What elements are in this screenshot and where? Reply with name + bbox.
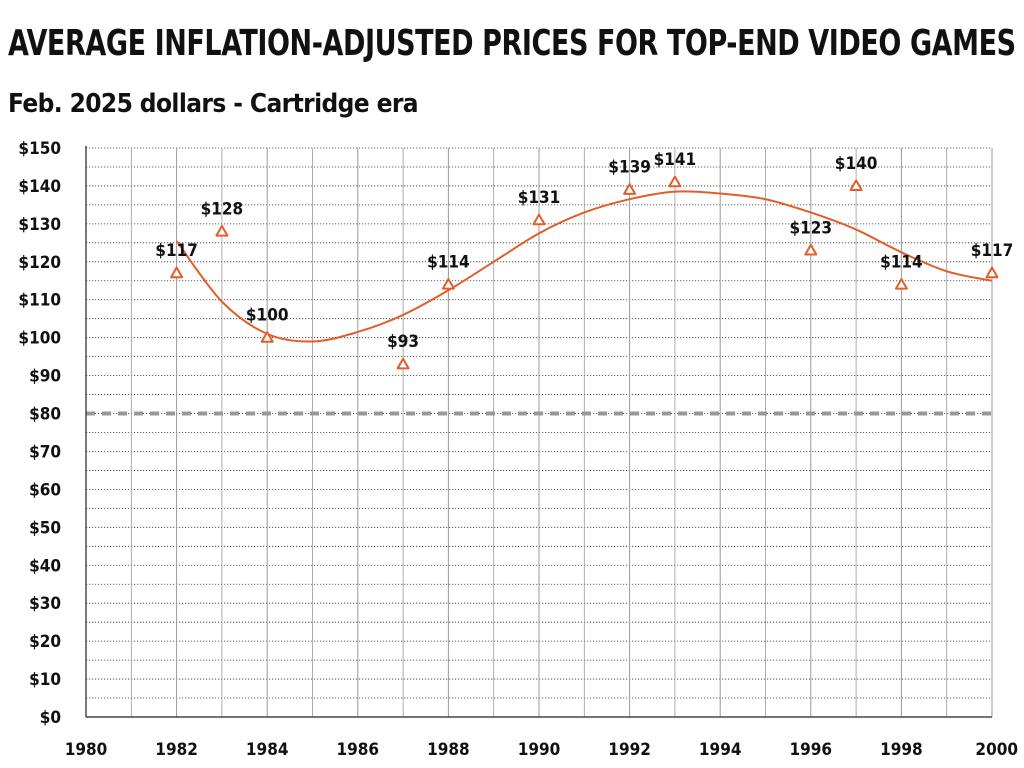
chart-subtitle: Feb. 2025 dollars - Cartridge era <box>8 89 419 119</box>
trendline-layer <box>175 190 993 343</box>
data-point-marker <box>849 179 863 192</box>
data-point-marker <box>396 357 410 370</box>
data-label: $93 <box>387 332 419 352</box>
data-label: $100 <box>246 306 289 326</box>
trendline <box>175 190 993 343</box>
y-tick-label: $130 <box>18 215 61 235</box>
x-tick-label: 2000 <box>975 740 1018 760</box>
data-point-marker <box>804 243 818 256</box>
grid-layer <box>86 147 993 717</box>
data-point-marker <box>985 266 999 279</box>
data-label: $139 <box>608 158 651 178</box>
y-tick-label: $150 <box>18 139 61 159</box>
x-tick-label: 1984 <box>246 740 289 760</box>
y-tick-label: $80 <box>29 405 61 425</box>
y-tick-label: $50 <box>29 518 61 538</box>
y-tick-label: $100 <box>18 329 61 349</box>
x-tick-label: 1986 <box>337 740 380 760</box>
x-tick-label: 1996 <box>790 740 833 760</box>
data-point-marker <box>441 278 455 290</box>
y-tick-label: $30 <box>29 594 61 614</box>
chart-title: AVERAGE INFLATION-ADJUSTED PRICES FOR TO… <box>8 23 1016 64</box>
x-tick-label: 1998 <box>880 740 923 760</box>
x-tick-label: 1992 <box>608 740 651 760</box>
data-label-layer: $117 $128 $100 $93 $114 $131 $139 $141 $123 $140 $… <box>155 150 1013 352</box>
data-label: $123 <box>790 218 833 238</box>
x-tick-label: 1988 <box>427 740 470 760</box>
y-tick-label: $10 <box>29 670 61 690</box>
y-tick-label: $40 <box>29 556 61 576</box>
data-point-marker <box>260 331 274 343</box>
y-tick-label: $110 <box>18 291 61 311</box>
data-label: $114 <box>880 253 923 273</box>
y-tick-label: $90 <box>29 367 61 387</box>
y-tick-label: $60 <box>29 480 61 500</box>
data-point-marker <box>668 175 682 188</box>
data-label: $128 <box>201 199 244 219</box>
x-tick-label: 1982 <box>155 740 198 760</box>
data-label: $131 <box>518 188 561 208</box>
data-point-marker <box>894 278 908 290</box>
data-point-marker <box>170 266 184 279</box>
data-label: $114 <box>427 253 470 273</box>
x-tick-label: 1980 <box>65 740 108 760</box>
y-tick-label: $20 <box>29 632 61 652</box>
y-tick-label: $140 <box>18 177 61 197</box>
data-label: $140 <box>835 154 878 174</box>
y-tick-label: $120 <box>18 253 61 273</box>
y-tick-label: $0 <box>40 708 61 728</box>
data-point-marker <box>215 224 229 237</box>
axis-layer: $0 $10 $20 $30 $40 $50 $60 $70 $80 $90 $100 $110 $12… <box>18 139 1018 760</box>
data-label: $141 <box>654 150 697 170</box>
data-label: $117 <box>155 241 198 261</box>
marker-layer <box>170 175 999 370</box>
y-tick-label: $70 <box>29 442 61 462</box>
data-point-marker <box>623 183 637 195</box>
data-point-marker <box>532 213 546 226</box>
x-tick-label: 1994 <box>699 740 742 760</box>
data-label: $117 <box>971 241 1014 261</box>
x-tick-label: 1990 <box>518 740 561 760</box>
